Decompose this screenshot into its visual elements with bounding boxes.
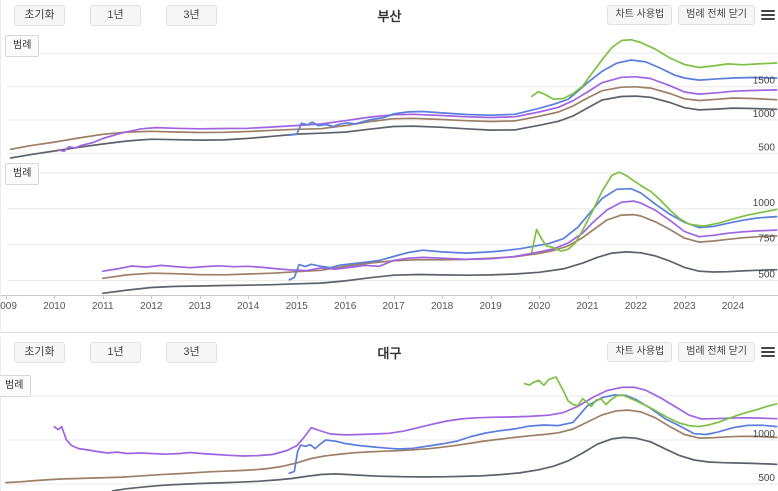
busan-chart-upper: 범례 500 1000 1500 xyxy=(1,30,778,160)
axis-tick xyxy=(5,296,7,299)
page-title-busan: 부산 xyxy=(377,8,402,24)
daegu-price-chart-upper[interactable]: 500 1000 xyxy=(1,367,778,491)
busan-chart-lower: 범례 500 750 1000 xyxy=(1,160,778,295)
series-gray xyxy=(9,95,778,159)
axis-tick xyxy=(248,296,250,299)
axis-tick xyxy=(587,296,589,299)
x-axis: 2009 2010 2011 2012 2013 2014 2015 2016 2017 2018… xyxy=(0,295,778,334)
busan-panel: 초기화 1년 3년 부산 차트 사용법 범례 전체 닫기 범례 500 1000 1… xyxy=(0,0,778,333)
axis-tick xyxy=(199,296,201,299)
axis-tick xyxy=(393,296,395,299)
daegu-panel: 초기화 1년 3년 대구 차트 사용법 범례 전체 닫기 범례 500 1000 xyxy=(0,337,778,491)
year-label: 2020 xyxy=(527,301,551,312)
series-gray xyxy=(111,436,778,491)
daegu-toolbar-right: 차트 사용법 범례 전체 닫기 xyxy=(607,342,775,362)
axis-tick xyxy=(102,296,104,299)
legend-toggle-button[interactable]: 범례 xyxy=(5,35,40,57)
axis-tick xyxy=(539,296,541,299)
period-3y-button[interactable]: 3년 xyxy=(166,4,217,26)
daegu-toolbar: 초기화 1년 3년 대구 차트 사용법 범례 전체 닫기 xyxy=(1,337,778,367)
axis-tick xyxy=(636,296,637,299)
y-axis-label: 1000 xyxy=(753,109,776,120)
year-label: 2009 xyxy=(0,301,17,312)
series-gray xyxy=(101,251,778,295)
y-axis-label: 750 xyxy=(758,234,775,245)
series-purple xyxy=(58,75,778,153)
axis-tick xyxy=(296,296,298,299)
series-blue xyxy=(288,394,778,475)
year-label: 2024 xyxy=(721,301,745,312)
y-axis-label: 500 xyxy=(758,473,775,484)
year-label: 2010 xyxy=(43,301,66,312)
year-label: 2015 xyxy=(285,301,308,312)
period-3y-button[interactable]: 3년 xyxy=(166,341,217,363)
chart-help-button[interactable]: 차트 사용법 xyxy=(607,342,673,362)
year-label: 2022 xyxy=(624,301,648,312)
busan-price-chart-lower[interactable]: 500 750 1000 xyxy=(1,160,778,295)
period-button-group: 초기화 1년 3년 xyxy=(14,341,217,363)
reset-button[interactable]: 초기화 xyxy=(14,4,65,26)
hamburger-icon[interactable] xyxy=(761,345,775,359)
year-label: 2019 xyxy=(479,301,502,312)
axis-tick xyxy=(733,296,734,299)
series-brown xyxy=(9,85,778,151)
year-label: 2013 xyxy=(188,301,211,312)
series-blue xyxy=(288,59,778,137)
close-all-legends-button[interactable]: 범례 전체 닫기 xyxy=(678,342,755,362)
period-1y-button[interactable]: 1년 xyxy=(90,341,141,363)
legend-toggle-button[interactable]: 범례 xyxy=(5,163,40,185)
series-purple xyxy=(101,200,778,273)
year-label: 2018 xyxy=(430,301,454,312)
busan-price-chart-upper[interactable]: 500 1000 1500 xyxy=(1,30,778,160)
reset-button[interactable]: 초기화 xyxy=(14,341,65,363)
year-label: 2011 xyxy=(92,301,114,312)
year-label: 2016 xyxy=(334,301,357,312)
daegu-chart-upper: 범례 500 1000 xyxy=(0,367,778,491)
series-brown xyxy=(101,213,778,280)
series-green xyxy=(523,376,778,428)
busan-toolbar: 초기화 1년 3년 부산 차트 사용법 범례 전체 닫기 xyxy=(1,0,778,30)
axis-tick xyxy=(54,296,56,299)
axis-tick xyxy=(345,296,347,299)
year-label: 2023 xyxy=(673,301,696,312)
legend-toggle-button[interactable]: 범례 xyxy=(0,375,32,397)
busan-toolbar-right: 차트 사용법 범례 전체 닫기 xyxy=(607,5,775,25)
y-axis-label: 500 xyxy=(758,142,775,153)
period-button-group: 초기화 1년 3년 xyxy=(14,4,217,26)
year-label: 2014 xyxy=(237,301,260,312)
hamburger-icon[interactable] xyxy=(761,8,775,22)
y-axis-label: 1000 xyxy=(753,198,776,209)
close-all-legends-button[interactable]: 범례 전체 닫기 xyxy=(678,5,755,25)
year-label: 2021 xyxy=(576,301,599,312)
axis-tick xyxy=(490,296,492,299)
series-green xyxy=(530,38,778,101)
year-label: 2017 xyxy=(382,301,405,312)
series-brown xyxy=(4,409,778,484)
series-green xyxy=(530,171,778,253)
y-axis-label: 500 xyxy=(758,270,775,281)
axis-tick xyxy=(684,296,686,299)
year-label: 2012 xyxy=(140,301,163,312)
page-title-daegu: 대구 xyxy=(377,345,402,361)
series-purple xyxy=(53,386,778,457)
y-axis-label: 1500 xyxy=(753,76,776,87)
period-1y-button[interactable]: 1년 xyxy=(90,4,141,26)
y-axis-label: 1000 xyxy=(753,429,776,440)
axis-tick xyxy=(442,296,444,299)
axis-tick xyxy=(151,296,153,299)
chart-help-button[interactable]: 차트 사용법 xyxy=(607,5,673,25)
